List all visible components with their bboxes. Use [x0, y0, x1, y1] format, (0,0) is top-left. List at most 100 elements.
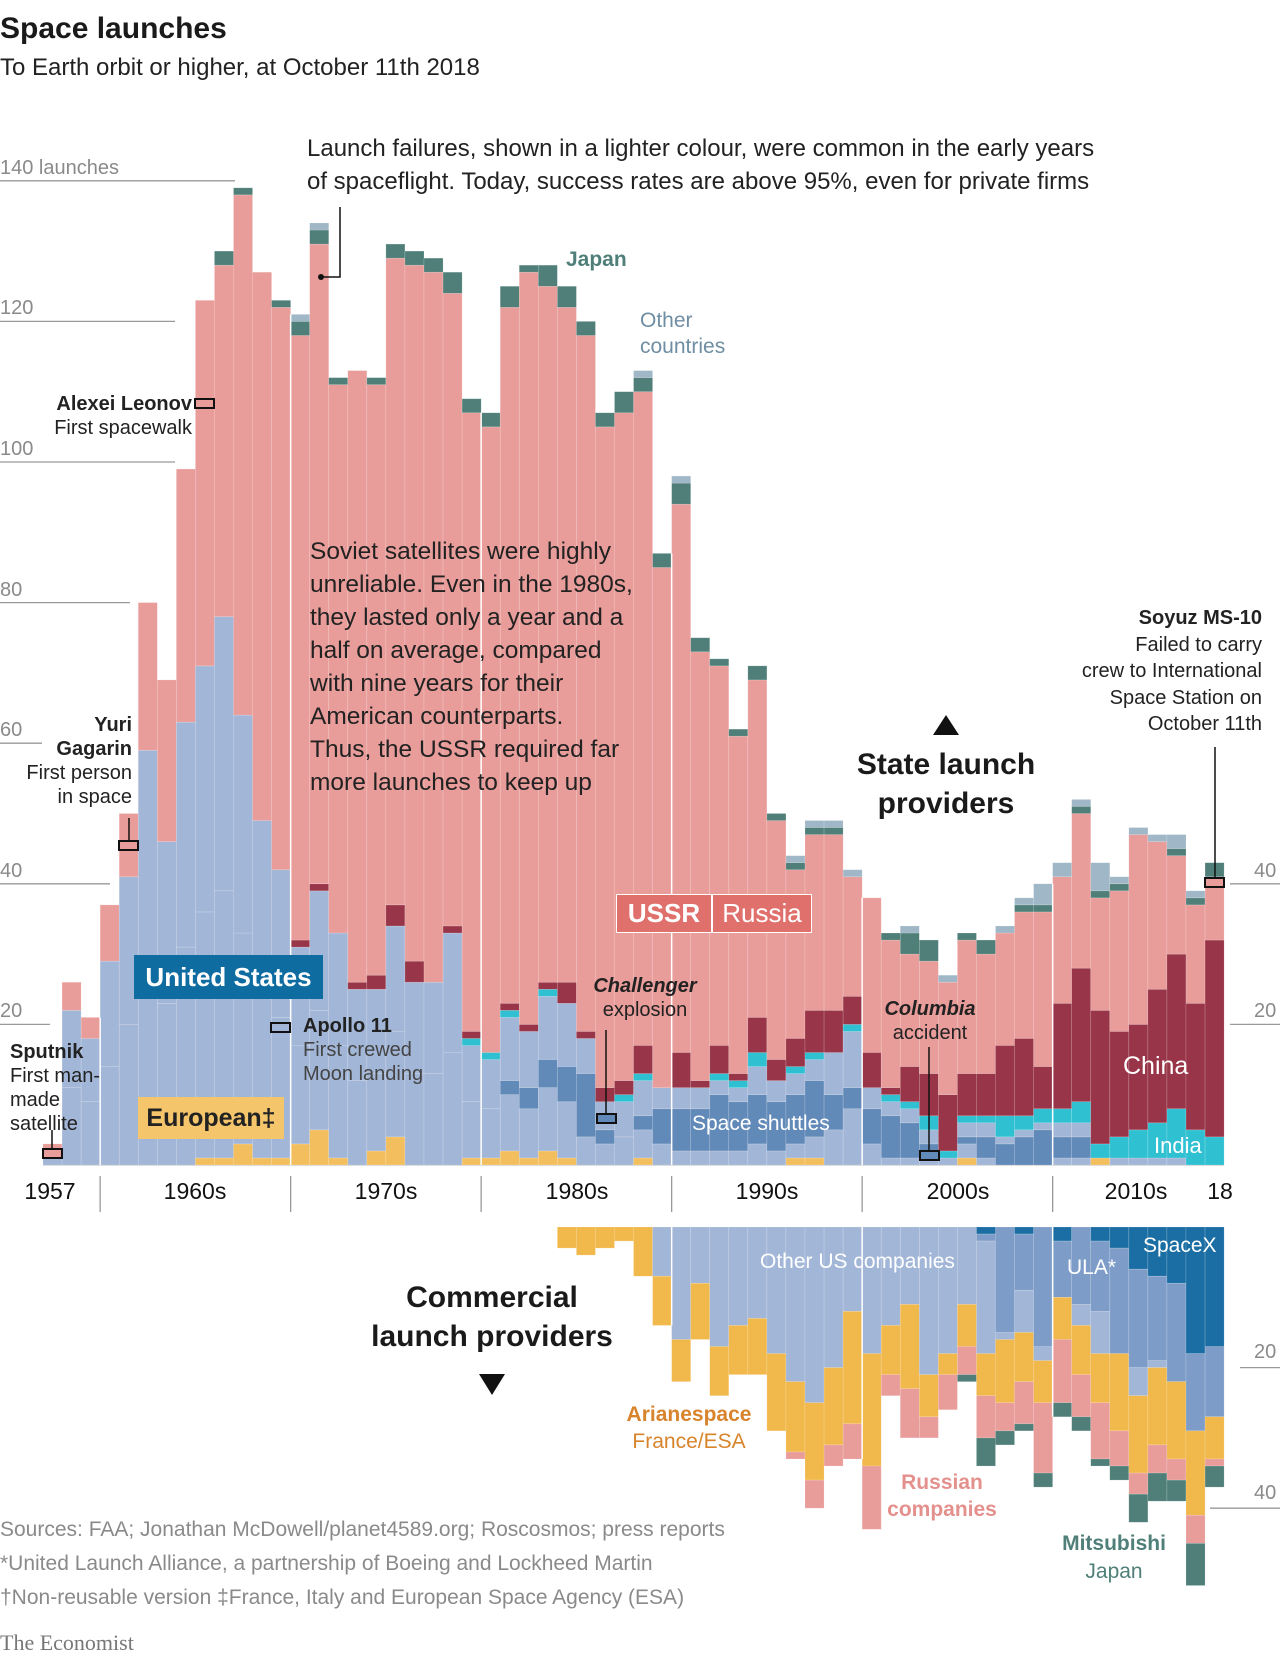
bar-india-2006 [976, 1115, 996, 1124]
bar-ussr-russia-1995 [766, 820, 787, 1060]
bar-arianespace-2017 [1185, 1430, 1206, 1516]
bar-russian-companies-2005 [957, 1346, 977, 1375]
apollo-name: Apollo 11 [303, 1015, 392, 1037]
bar-japan-1997 [804, 827, 825, 835]
bar-united-states-1964 [176, 721, 196, 948]
bar-arianespace-1994 [747, 1318, 768, 1375]
bar-other-countries-2013 [1109, 876, 1130, 885]
bar-india-2007 [995, 1115, 1015, 1138]
bar-arianespace-2012 [1090, 1353, 1111, 1404]
united-states-label: United States [134, 955, 323, 999]
bar-japan-2008 [1014, 904, 1034, 913]
bar-ula-2008 [1014, 1233, 1034, 1291]
bar-russian-companies-2000 [861, 1465, 882, 1530]
bar-mitsubishi-2007 [995, 1430, 1015, 1446]
bar-european-1970 [290, 1143, 310, 1166]
right-y-tick-20: 20 [1254, 1000, 1277, 1022]
chart-subtitle: To Earth orbit or higher, at October 11t… [0, 54, 480, 81]
bar-united-states-2011 [1071, 1122, 1092, 1138]
bar-space-shuttles-2008 [1014, 1136, 1034, 1166]
commercial-providers-heading: Commercial launch providers [371, 1278, 613, 1356]
bar-other-countries-2017 [1185, 890, 1206, 899]
bar-china-1983 [537, 981, 558, 990]
bar-japan-1972 [328, 377, 349, 385]
bar-other-countries-1970 [290, 314, 310, 322]
russia-label: Russia [712, 894, 812, 933]
bar-arianespace-1992 [709, 1346, 730, 1397]
bar-russian-companies-1997 [804, 1479, 825, 1509]
bar-ussr-russia-1968 [252, 271, 272, 821]
bar-united-states-1980 [480, 1059, 501, 1110]
bar-arianespace-1997 [804, 1402, 825, 1481]
bar-arianespace-2005 [957, 1304, 977, 1347]
soyuz-annotation: Soyuz MS-10 Failed to carry crew to Inte… [1082, 605, 1262, 738]
sputnik-marker [42, 1148, 63, 1159]
bar-ula-2015 [1147, 1275, 1168, 1361]
bar-space-shuttles-1989 [652, 1108, 672, 1145]
bar-china-1982 [518, 1024, 539, 1032]
bar-japan-1966 [214, 250, 234, 266]
apollo-annotation: Apollo 11 First crewed Moon landing [303, 1014, 423, 1086]
bar-other-countries-1990 [671, 475, 692, 484]
bar-ussr-russia-1963 [157, 679, 177, 842]
bar-india-1981 [499, 1010, 520, 1018]
other-countries-line: Other [640, 309, 693, 332]
bar-european-1972 [328, 1157, 349, 1166]
apollo-desc: Moon landing [303, 1063, 424, 1085]
bar-china-1993 [728, 1073, 749, 1081]
bar-arianespace-2007 [995, 1339, 1015, 1404]
sputnik-annotation: Sputnik First man- made satellite [10, 1040, 100, 1136]
bar-japan-1988 [633, 377, 653, 393]
bar-ussr-russia-1998 [823, 834, 844, 1011]
bar-mitsubishi-2005 [957, 1374, 977, 1382]
bar-arianespace-2013 [1109, 1353, 1130, 1432]
bar-ula-2016 [1166, 1282, 1187, 1382]
bar-china-1990 [671, 1052, 692, 1088]
bar-mitsubishi-2013 [1109, 1465, 1130, 1481]
up-triangle-icon [933, 715, 959, 735]
bar-united-states-1963 [157, 1003, 177, 1166]
y-tick-140: 140 launches [0, 157, 119, 179]
bar-china-1999 [842, 995, 863, 1025]
soviet-note-line: they lasted only a year and a [310, 604, 624, 631]
soviet-note: Soviet satellites were highly unreliable… [310, 535, 633, 799]
bar-other-us-companies-2006 [976, 1240, 996, 1354]
bar-arianespace-1998 [823, 1367, 844, 1446]
bar-united-states-2005 [957, 1122, 977, 1138]
soviet-note-line: more launches to keep up [310, 769, 592, 796]
bar-mitsubishi-2017 [1185, 1543, 1206, 1586]
bar-ussr-russia-2010 [1052, 876, 1073, 1004]
columbia-annotation: Columbia accident [884, 997, 975, 1045]
bar-japan-1979 [461, 398, 482, 414]
bar-mitsubishi-2012 [1090, 1458, 1111, 1467]
gagarin-marker [118, 840, 139, 851]
gagarin-name: Gagarin [56, 738, 132, 760]
bar-other-countries-2012 [1090, 862, 1111, 892]
bar-arianespace-1988 [633, 1226, 653, 1277]
bar-arianespace-1989 [652, 1275, 672, 1326]
bar-united-states-1992 [709, 1080, 730, 1096]
bar-arianespace-1990 [671, 1339, 692, 1382]
bar-european-1997 [804, 1157, 825, 1166]
bar-arianespace-2011 [1071, 1325, 1092, 1375]
bar-united-states-1984 [557, 1003, 577, 1067]
bar-other-us-companies-1995 [766, 1226, 787, 1354]
bar-russian-companies-2003 [918, 1416, 939, 1439]
y-tick-80: 80 [0, 579, 23, 601]
bar-united-states-1995 [766, 1150, 787, 1166]
bar-india-1980 [480, 1052, 501, 1060]
bar-mitsubishi-2010 [1052, 1402, 1073, 1418]
bar-united-states-1985 [576, 1136, 596, 1166]
failures-note-line: of spaceflight. Today, success rates are… [307, 168, 1090, 195]
bar-russian-companies-2001 [880, 1374, 901, 1397]
bar-russian-companies-1998 [823, 1444, 844, 1467]
bar-united-states-2000 [861, 1143, 882, 1166]
japan-label: Japan [566, 248, 627, 271]
bar-united-states-1979 [461, 1045, 482, 1103]
bar-space-shuttles-1984 [557, 1066, 577, 1103]
bar-japan-1996 [785, 862, 806, 871]
leonov-name: Alexei Leonov [56, 393, 192, 415]
bar-arianespace-2016 [1166, 1381, 1187, 1460]
russian-companies-line: Russian [901, 1471, 983, 1494]
